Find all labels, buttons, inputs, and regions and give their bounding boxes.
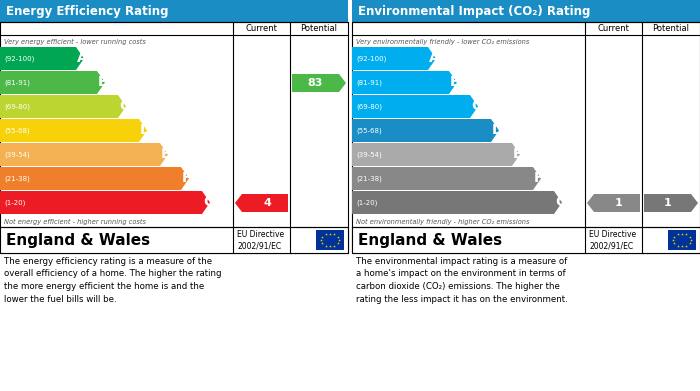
- Text: E: E: [161, 147, 171, 161]
- Polygon shape: [352, 143, 520, 166]
- Text: Potential: Potential: [300, 24, 337, 33]
- Text: Not energy efficient - higher running costs: Not energy efficient - higher running co…: [4, 219, 146, 225]
- Polygon shape: [0, 191, 210, 214]
- Text: (1-20): (1-20): [4, 199, 25, 206]
- Bar: [352, 227, 700, 253]
- Text: (55-68): (55-68): [4, 127, 29, 134]
- Text: B: B: [98, 75, 108, 90]
- Text: EU Directive
2002/91/EC: EU Directive 2002/91/EC: [237, 230, 284, 250]
- Text: The energy efficiency rating is a measure of the
overall efficiency of a home. T: The energy efficiency rating is a measur…: [4, 257, 221, 303]
- Text: (21-38): (21-38): [356, 175, 382, 182]
- Text: England & Wales: England & Wales: [358, 233, 502, 248]
- Polygon shape: [0, 167, 189, 190]
- Text: E: E: [513, 147, 522, 161]
- Text: C: C: [471, 99, 482, 113]
- Bar: [352, 0, 700, 22]
- Text: G: G: [203, 196, 214, 210]
- Text: 4: 4: [263, 198, 271, 208]
- Polygon shape: [0, 71, 105, 94]
- Bar: [668, 230, 696, 250]
- Text: (1-20): (1-20): [356, 199, 377, 206]
- Text: B: B: [450, 75, 461, 90]
- Bar: [0, 0, 348, 22]
- Polygon shape: [587, 194, 640, 212]
- Text: (69-80): (69-80): [4, 103, 30, 110]
- Polygon shape: [352, 191, 562, 214]
- Bar: [0, 22, 348, 253]
- Text: C: C: [119, 99, 130, 113]
- Polygon shape: [352, 47, 436, 70]
- Text: 1: 1: [664, 198, 671, 208]
- Text: A: A: [429, 52, 440, 66]
- Text: Potential: Potential: [652, 24, 690, 33]
- Text: The environmental impact rating is a measure of
a home's impact on the environme: The environmental impact rating is a mea…: [356, 257, 568, 303]
- Text: D: D: [140, 124, 151, 138]
- Text: (92-100): (92-100): [356, 55, 386, 62]
- Text: G: G: [555, 196, 566, 210]
- Text: Very energy efficient - lower running costs: Very energy efficient - lower running co…: [4, 39, 146, 45]
- Text: England & Wales: England & Wales: [6, 233, 150, 248]
- Text: Not environmentally friendly - higher CO₂ emissions: Not environmentally friendly - higher CO…: [356, 219, 529, 225]
- Text: Current: Current: [598, 24, 629, 33]
- Text: Energy Efficiency Rating: Energy Efficiency Rating: [6, 5, 169, 18]
- Polygon shape: [352, 71, 457, 94]
- Polygon shape: [352, 119, 499, 142]
- Polygon shape: [352, 167, 541, 190]
- Bar: [352, 22, 700, 253]
- Text: (39-54): (39-54): [4, 151, 29, 158]
- Polygon shape: [0, 95, 126, 118]
- Text: (69-80): (69-80): [356, 103, 382, 110]
- Polygon shape: [644, 194, 698, 212]
- Text: 1: 1: [615, 198, 623, 208]
- Text: (55-68): (55-68): [356, 127, 382, 134]
- Polygon shape: [0, 143, 168, 166]
- Text: Environmental Impact (CO₂) Rating: Environmental Impact (CO₂) Rating: [358, 5, 590, 18]
- Text: 83: 83: [308, 78, 323, 88]
- Polygon shape: [292, 74, 346, 92]
- Text: Current: Current: [246, 24, 277, 33]
- Polygon shape: [0, 47, 84, 70]
- Polygon shape: [235, 194, 288, 212]
- Text: Very environmentally friendly - lower CO₂ emissions: Very environmentally friendly - lower CO…: [356, 39, 529, 45]
- Text: (39-54): (39-54): [356, 151, 382, 158]
- Polygon shape: [0, 119, 147, 142]
- Text: (92-100): (92-100): [4, 55, 34, 62]
- Text: F: F: [534, 172, 543, 185]
- Text: EU Directive
2002/91/EC: EU Directive 2002/91/EC: [589, 230, 636, 250]
- Bar: [316, 230, 344, 250]
- Text: F: F: [182, 172, 192, 185]
- Text: (81-91): (81-91): [356, 79, 382, 86]
- Text: A: A: [77, 52, 88, 66]
- Polygon shape: [352, 95, 478, 118]
- Text: (21-38): (21-38): [4, 175, 30, 182]
- Bar: [0, 227, 348, 253]
- Text: D: D: [492, 124, 503, 138]
- Text: (81-91): (81-91): [4, 79, 30, 86]
